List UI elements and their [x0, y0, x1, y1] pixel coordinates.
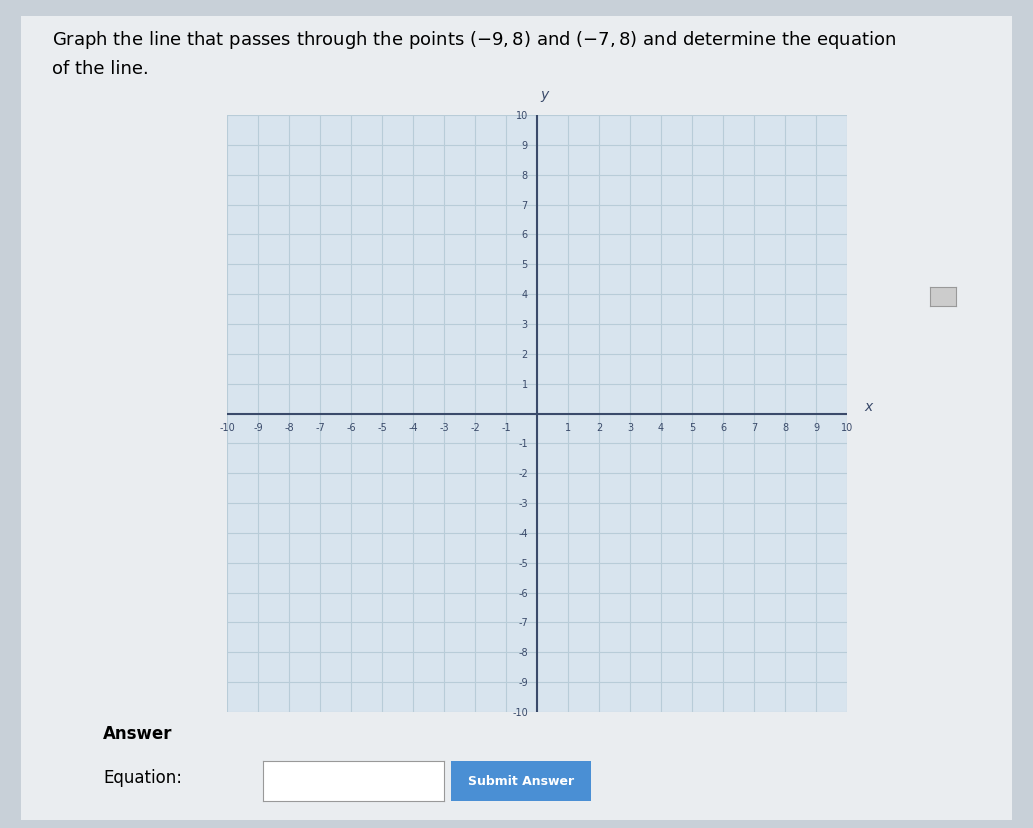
Text: -7: -7 — [519, 618, 528, 628]
Text: -10: -10 — [219, 423, 236, 433]
Text: -2: -2 — [470, 423, 480, 433]
Text: -1: -1 — [501, 423, 511, 433]
Text: -5: -5 — [377, 423, 387, 433]
Text: 3: 3 — [522, 320, 528, 330]
Text: 5: 5 — [522, 260, 528, 270]
Text: of the line.: of the line. — [52, 60, 149, 78]
Text: 9: 9 — [813, 423, 819, 433]
Text: 8: 8 — [782, 423, 788, 433]
Text: 4: 4 — [522, 290, 528, 300]
Text: Equation:: Equation: — [103, 768, 182, 787]
Text: -8: -8 — [284, 423, 294, 433]
Text: 9: 9 — [522, 141, 528, 151]
Text: -5: -5 — [519, 558, 528, 568]
Text: -2: -2 — [519, 469, 528, 479]
Text: 3: 3 — [627, 423, 633, 433]
Text: 6: 6 — [522, 230, 528, 240]
Text: 10: 10 — [841, 423, 853, 433]
Text: x: x — [865, 400, 873, 413]
Text: Submit Answer: Submit Answer — [468, 774, 574, 787]
Text: -3: -3 — [439, 423, 449, 433]
Text: -4: -4 — [408, 423, 418, 433]
Text: -6: -6 — [519, 588, 528, 598]
Text: -7: -7 — [315, 423, 325, 433]
Text: -9: -9 — [253, 423, 263, 433]
Text: 4: 4 — [658, 423, 664, 433]
Text: Answer: Answer — [103, 724, 173, 743]
Text: -3: -3 — [519, 498, 528, 508]
Text: -8: -8 — [519, 647, 528, 657]
Text: -9: -9 — [519, 677, 528, 687]
Text: 2: 2 — [522, 349, 528, 359]
Text: 2: 2 — [596, 423, 602, 433]
Text: -1: -1 — [519, 439, 528, 449]
Text: 1: 1 — [522, 379, 528, 389]
Text: -10: -10 — [512, 707, 528, 717]
Text: 8: 8 — [522, 171, 528, 181]
Text: 10: 10 — [515, 111, 528, 121]
Text: 7: 7 — [751, 423, 757, 433]
Text: y: y — [541, 88, 549, 102]
Text: 7: 7 — [522, 200, 528, 210]
Text: Graph the line that passes through the points $(-9,8)$ and $(-7,8)$ and determin: Graph the line that passes through the p… — [52, 29, 896, 51]
Text: 5: 5 — [689, 423, 695, 433]
Text: 6: 6 — [720, 423, 726, 433]
Text: 1: 1 — [565, 423, 571, 433]
Text: -4: -4 — [519, 528, 528, 538]
Text: -6: -6 — [346, 423, 356, 433]
